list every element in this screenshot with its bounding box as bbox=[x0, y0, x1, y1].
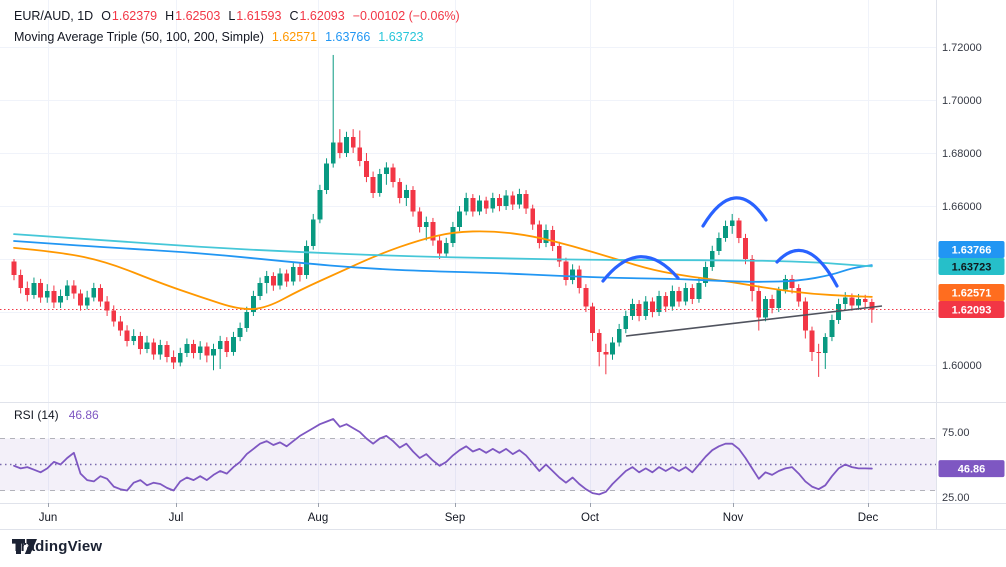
change-readout: −0.00102 (−0.06%) bbox=[352, 9, 460, 23]
rsi-line[interactable] bbox=[13, 418, 873, 496]
price-axis-badge: 1.62571 bbox=[938, 284, 1005, 301]
price-axis-label: 1.66000 bbox=[942, 201, 982, 213]
rsi-axis[interactable]: 75.00 25.00 46.86 bbox=[938, 427, 1005, 504]
ma100-value: 1.63766 bbox=[325, 30, 371, 44]
time-axis-label: Nov bbox=[723, 512, 744, 524]
tradingview-attribution[interactable]: TradingView bbox=[12, 538, 102, 555]
candles-layer[interactable] bbox=[11, 54, 875, 377]
price-axis-badge: 1.63723 bbox=[938, 258, 1005, 275]
svg-text:1.63766: 1.63766 bbox=[952, 245, 992, 257]
ma-indicator-title[interactable]: Moving Average Triple (50, 100, 200, Sim… bbox=[14, 30, 264, 44]
time-axis-label: Jul bbox=[169, 512, 184, 524]
trendline-drawing[interactable] bbox=[625, 305, 883, 337]
time-axis-label: Oct bbox=[581, 512, 600, 524]
symbol-title[interactable]: EUR/AUD, 1D bbox=[14, 9, 94, 23]
time-axis-label: Aug bbox=[308, 512, 328, 524]
rsi-indicator-legend-row[interactable]: RSI (14) 46.86 bbox=[14, 408, 99, 422]
svg-text:1.63723: 1.63723 bbox=[952, 262, 992, 274]
ma50-value: 1.62571 bbox=[271, 30, 318, 44]
rsi-band bbox=[0, 438, 936, 491]
svg-text:46.86: 46.86 bbox=[958, 464, 986, 476]
rsi-value: 46.86 bbox=[68, 408, 99, 422]
chart-canvas[interactable]: 1.72000 1.70000 1.68000 1.66000 1.60000 1.637… bbox=[0, 0, 1006, 530]
price-axis-label: 1.72000 bbox=[942, 42, 982, 54]
svg-text:1.62571: 1.62571 bbox=[952, 288, 992, 300]
arc-drawings[interactable] bbox=[601, 196, 839, 288]
price-axis-label: 1.60000 bbox=[942, 360, 982, 372]
symbol-legend-row[interactable]: EUR/AUD, 1D O 1.62379 H 1.62503 L 1.6159… bbox=[14, 9, 460, 23]
price-axis-badge: 1.63766 bbox=[938, 241, 1005, 258]
rsi-value-badge: 46.86 bbox=[938, 460, 1005, 478]
time-axis[interactable]: Jun Jul Aug Sep Oct Nov Dec bbox=[39, 503, 879, 524]
rsi-axis-label: 25.00 bbox=[942, 492, 970, 504]
svg-text:1.62093: 1.62093 bbox=[952, 305, 992, 317]
rsi-indicator-title[interactable]: RSI (14) bbox=[14, 408, 59, 422]
ma-indicator-legend-row[interactable]: Moving Average Triple (50, 100, 200, Sim… bbox=[14, 30, 423, 44]
price-axis-label: 1.68000 bbox=[942, 148, 982, 160]
price-axis-badge: 1.62093 bbox=[938, 301, 1005, 318]
ma-line-100 bbox=[13, 240, 873, 283]
pane-borders bbox=[0, 0, 1006, 530]
ohlc-high: H 1.62503 bbox=[165, 9, 221, 23]
price-axis-label: 1.70000 bbox=[942, 95, 982, 107]
time-axis-label: Jun bbox=[39, 512, 58, 524]
time-axis-label: Dec bbox=[858, 512, 879, 524]
ma-line-50 bbox=[13, 230, 873, 310]
ma-line-200 bbox=[13, 233, 873, 268]
time-axis-label: Sep bbox=[445, 512, 465, 524]
ohlc-open: O 1.62379 bbox=[101, 9, 158, 23]
ohlc-close: C 1.62093 bbox=[289, 9, 345, 23]
ohlc-low: L 1.61593 bbox=[228, 9, 282, 23]
tradingview-logo-icon bbox=[12, 539, 37, 554]
rsi-axis-label: 75.00 bbox=[942, 427, 970, 439]
price-axis[interactable]: 1.72000 1.70000 1.68000 1.66000 1.60000 1.637… bbox=[938, 42, 1005, 372]
ma200-value: 1.63723 bbox=[378, 30, 424, 44]
